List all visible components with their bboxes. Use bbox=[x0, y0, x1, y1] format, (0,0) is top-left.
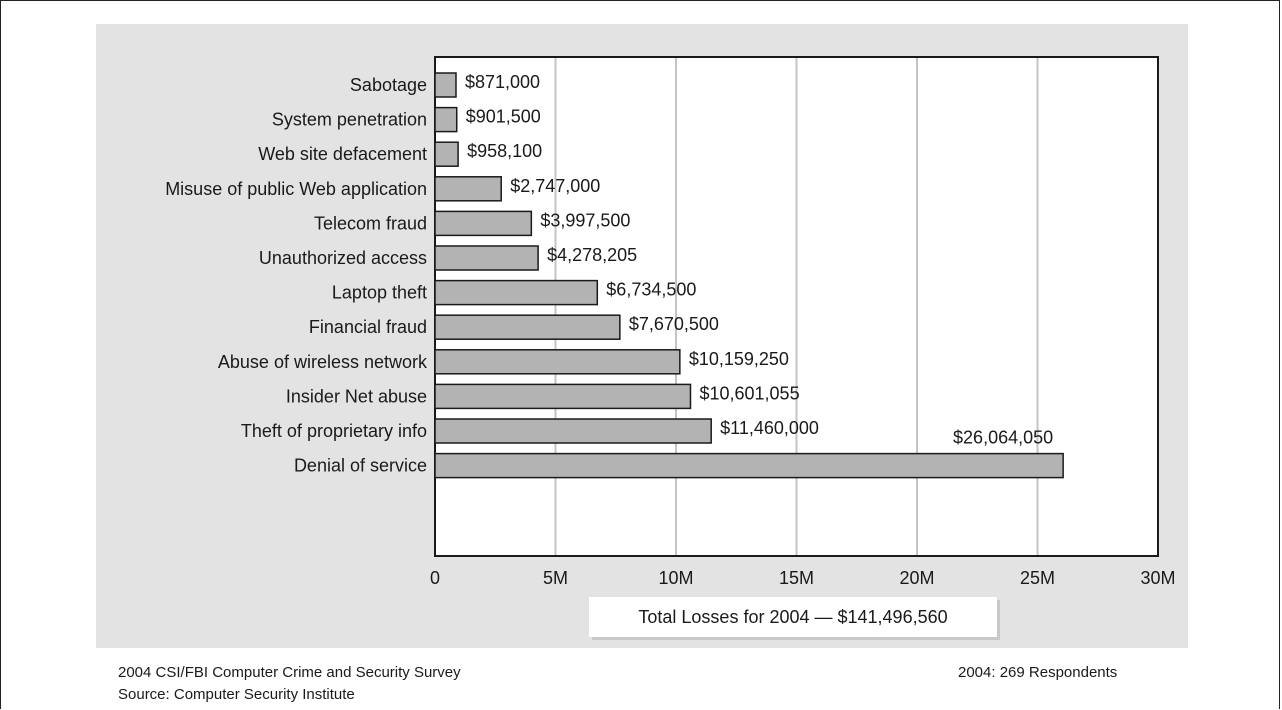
value-label: $10,159,250 bbox=[689, 349, 789, 369]
value-label: $901,500 bbox=[466, 107, 541, 127]
x-tick-label: 25M bbox=[1020, 568, 1055, 588]
bar bbox=[434, 418, 712, 444]
bar bbox=[434, 279, 599, 306]
category-label: Web site defacement bbox=[258, 144, 427, 164]
value-label: $10,601,055 bbox=[699, 383, 799, 403]
bars: Sabotage $871,000 System penetration $901,5… bbox=[165, 72, 1064, 479]
bar bbox=[434, 210, 533, 237]
bar bbox=[434, 452, 1064, 479]
bar bbox=[434, 176, 502, 202]
x-tick-label: 5M bbox=[543, 568, 568, 588]
x-tick-label: 20M bbox=[899, 568, 934, 588]
value-label: $6,734,500 bbox=[606, 280, 696, 300]
value-label: $11,460,000 bbox=[720, 418, 819, 438]
category-label: Insider Net abuse bbox=[286, 386, 427, 406]
value-label: $3,997,500 bbox=[540, 210, 630, 230]
x-tick-label: 10M bbox=[658, 568, 693, 588]
bar bbox=[434, 141, 459, 167]
bar bbox=[434, 106, 458, 133]
category-label: Unauthorized access bbox=[259, 248, 427, 268]
value-label: $871,000 bbox=[465, 72, 540, 92]
bar bbox=[434, 349, 681, 375]
category-label: Laptop theft bbox=[332, 283, 427, 303]
x-tick-label: 15M bbox=[779, 568, 814, 588]
value-label: $26,064,050 bbox=[953, 428, 1053, 448]
category-label: Financial fraud bbox=[309, 317, 427, 337]
value-label: $4,278,205 bbox=[547, 245, 637, 265]
value-label: $2,747,000 bbox=[510, 176, 600, 196]
survey-caption: 2004 CSI/FBI Computer Crime and Security… bbox=[118, 664, 461, 681]
category-label: Sabotage bbox=[350, 75, 427, 95]
bar bbox=[434, 314, 621, 340]
category-label: Misuse of public Web application bbox=[165, 179, 427, 199]
bar bbox=[434, 72, 457, 98]
respondents-caption: 2004: 269 Respondents bbox=[958, 664, 1118, 681]
x-axis-ticks: 0 5M 10M 15M 20M 25M 30M bbox=[430, 568, 1176, 588]
x-tick-label: 30M bbox=[1140, 568, 1175, 588]
plot-area bbox=[434, 56, 1159, 557]
value-label: $7,670,500 bbox=[629, 314, 719, 334]
source-caption: Source: Computer Security Institute bbox=[118, 686, 355, 703]
category-label: Denial of service bbox=[294, 456, 427, 476]
grid-lines bbox=[435, 57, 1158, 556]
category-label: Abuse of wireless network bbox=[218, 352, 428, 372]
bar bbox=[434, 383, 692, 410]
value-label: $958,100 bbox=[467, 141, 542, 161]
category-label: Theft of proprietary info bbox=[241, 421, 427, 441]
total-losses-annotation: Total Losses for 2004 — $141,496,560 bbox=[589, 597, 997, 637]
category-label: System penetration bbox=[272, 110, 427, 130]
bar bbox=[434, 245, 539, 271]
x-tick-label: 0 bbox=[430, 568, 440, 588]
category-label: Telecom fraud bbox=[314, 213, 427, 233]
